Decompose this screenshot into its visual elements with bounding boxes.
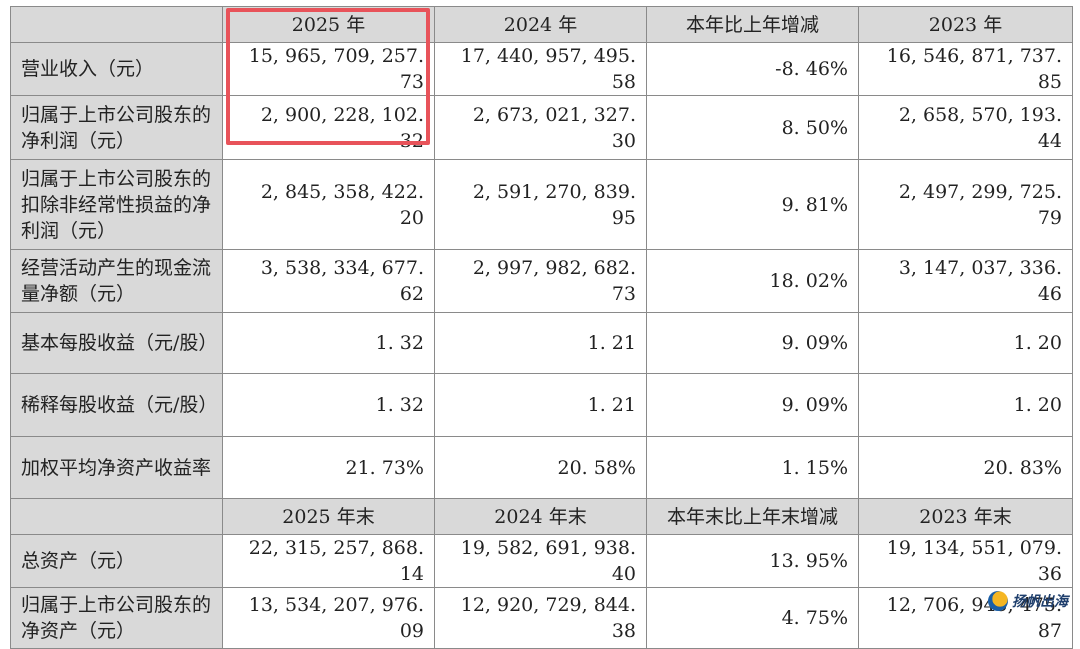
cell-2023: 19, 134, 551, 079. 36 (858, 534, 1073, 588)
row-label: 归属于上市公司股东的净利润（元） (10, 95, 223, 160)
cell-change: 9. 09% (646, 373, 859, 437)
header-2024-end: 2024 年末 (434, 498, 647, 535)
row-label: 归属于上市公司股东的净资产（元） (10, 587, 223, 649)
cell-change: 9. 81% (646, 159, 859, 250)
header-2025: 2025 年 (222, 6, 435, 43)
cell-2024: 17, 440, 957, 495. 58 (434, 42, 647, 96)
financial-table: 2025 年 2024 年 本年比上年增减 2023 年 营业收入（元） 15,… (10, 6, 1073, 649)
header-2023-end: 2023 年末 (858, 498, 1073, 535)
header-2023: 2023 年 (858, 6, 1073, 43)
cell-2023: 1. 20 (858, 373, 1073, 437)
cell-2025: 15, 965, 709, 257. 73 (222, 42, 435, 96)
header-change: 本年比上年增减 (646, 6, 859, 43)
cell-2023: 16, 546, 871, 737. 85 (858, 42, 1073, 96)
cell-2023: 3, 147, 037, 336. 46 (858, 249, 1073, 313)
cell-2025: 3, 538, 334, 677. 62 (222, 249, 435, 313)
cell-2024: 12, 920, 729, 844. 38 (434, 587, 647, 649)
cell-2025: 2, 845, 358, 422. 20 (222, 159, 435, 250)
header-change-end: 本年末比上年末增减 (646, 498, 859, 535)
cell-2025: 22, 315, 257, 868. 14 (222, 534, 435, 588)
row-label: 营业收入（元） (10, 42, 223, 96)
cell-2024: 2, 591, 270, 839. 95 (434, 159, 647, 250)
watermark-text: 扬帆出海 (1012, 594, 1068, 610)
header-2025-end: 2025 年末 (222, 498, 435, 535)
header-corner (10, 6, 223, 43)
row-label: 基本每股收益（元/股） (10, 312, 223, 374)
cell-2025: 21. 73% (222, 436, 435, 499)
cell-2024: 1. 21 (434, 373, 647, 437)
cell-2023: 20. 83% (858, 436, 1073, 499)
cell-change: 18. 02% (646, 249, 859, 313)
table-row: 稀释每股收益（元/股） 1. 32 1. 21 9. 09% 1. 20 (10, 373, 1073, 437)
cell-2024: 20. 58% (434, 436, 647, 499)
sail-logo-icon (988, 591, 1008, 611)
table-row: 归属于上市公司股东的净资产（元） 13, 534, 207, 976. 09 1… (10, 587, 1073, 649)
table-row: 经营活动产生的现金流量净额（元） 3, 538, 334, 677. 62 2,… (10, 249, 1073, 313)
row-label: 稀释每股收益（元/股） (10, 373, 223, 437)
table-row: 总资产（元） 22, 315, 257, 868. 14 19, 582, 69… (10, 534, 1073, 588)
cell-2023: 2, 658, 570, 193. 44 (858, 95, 1073, 160)
cell-2024: 1. 21 (434, 312, 647, 374)
watermark: 扬帆出海 (988, 591, 1068, 611)
cell-2024: 2, 997, 982, 682. 73 (434, 249, 647, 313)
table-row: 加权平均净资产收益率 21. 73% 20. 58% 1. 15% 20. 83… (10, 436, 1073, 499)
row-label: 归属于上市公司股东的扣除非经常性损益的净利润（元） (10, 159, 223, 250)
cell-change: 1. 15% (646, 436, 859, 499)
cell-change: 13. 95% (646, 534, 859, 588)
table-row: 归属于上市公司股东的扣除非经常性损益的净利润（元） 2, 845, 358, 4… (10, 159, 1073, 250)
header-row-yearend: 2025 年末 2024 年末 本年末比上年末增减 2023 年末 (10, 498, 1073, 535)
table-row: 归属于上市公司股东的净利润（元） 2, 900, 228, 102. 32 2,… (10, 95, 1073, 160)
cell-change: 8. 50% (646, 95, 859, 160)
cell-change: -8. 46% (646, 42, 859, 96)
header-row-annual: 2025 年 2024 年 本年比上年增减 2023 年 (10, 6, 1073, 43)
table-row: 营业收入（元） 15, 965, 709, 257. 73 17, 440, 9… (10, 42, 1073, 96)
cell-2025: 13, 534, 207, 976. 09 (222, 587, 435, 649)
cell-change: 9. 09% (646, 312, 859, 374)
cell-2024: 2, 673, 021, 327. 30 (434, 95, 647, 160)
row-label: 加权平均净资产收益率 (10, 436, 223, 499)
cell-2025: 1. 32 (222, 312, 435, 374)
cell-2025: 1. 32 (222, 373, 435, 437)
table-row: 基本每股收益（元/股） 1. 32 1. 21 9. 09% 1. 20 (10, 312, 1073, 374)
header-corner (10, 498, 223, 535)
row-label: 经营活动产生的现金流量净额（元） (10, 249, 223, 313)
cell-2025: 2, 900, 228, 102. 32 (222, 95, 435, 160)
cell-2024: 19, 582, 691, 938. 40 (434, 534, 647, 588)
header-2024: 2024 年 (434, 6, 647, 43)
cell-change: 4. 75% (646, 587, 859, 649)
cell-2023: 2, 497, 299, 725. 79 (858, 159, 1073, 250)
row-label: 总资产（元） (10, 534, 223, 588)
cell-2023: 1. 20 (858, 312, 1073, 374)
